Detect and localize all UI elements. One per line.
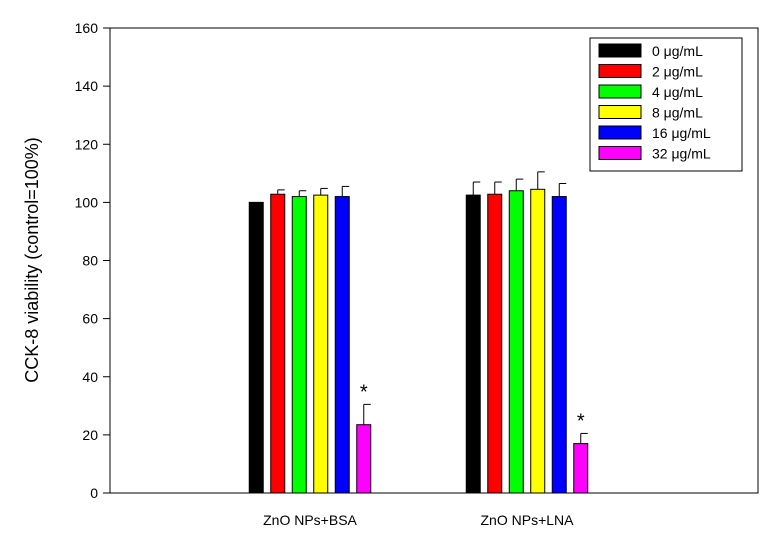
significance-asterisk: * (360, 381, 368, 403)
bar (551, 196, 567, 494)
bar (334, 196, 350, 494)
legend-label: 32 μg/mL (652, 146, 711, 162)
legend-label: 2 μg/mL (652, 64, 703, 80)
y-axis-title: CCK-8 viability (control=100%) (22, 137, 42, 383)
y-tick-label: 100 (75, 194, 99, 210)
legend-swatch (598, 43, 642, 58)
y-tick-label: 80 (82, 253, 98, 269)
y-tick-label: 60 (82, 311, 98, 327)
significance-asterisk: * (577, 410, 585, 432)
legend-label: 8 μg/mL (652, 105, 703, 121)
bar (487, 193, 503, 494)
y-tick-label: 40 (82, 369, 98, 385)
bar (291, 196, 307, 494)
bar (356, 424, 372, 494)
bar (530, 188, 546, 494)
y-tick-label: 160 (75, 20, 99, 36)
legend-swatch (598, 84, 642, 99)
legend-swatch (598, 64, 642, 78)
bar (248, 201, 264, 494)
legend-swatch (598, 146, 642, 160)
legend-label: 0 μg/mL (652, 43, 703, 59)
legend-label: 16 μg/mL (652, 125, 711, 141)
y-tick-label: 0 (90, 485, 98, 501)
bar (313, 194, 329, 494)
bar (465, 194, 481, 494)
legend-swatch (598, 105, 642, 119)
bar (270, 193, 286, 494)
bar (508, 190, 524, 494)
y-tick-label: 20 (82, 427, 98, 443)
legend-swatch (598, 125, 642, 140)
legend-label: 4 μg/mL (652, 84, 703, 100)
y-tick-label: 120 (75, 136, 99, 152)
x-category-label: ZnO NPs+BSA (263, 512, 357, 528)
x-category-label: ZnO NPs+LNA (481, 512, 575, 528)
y-tick-label: 140 (75, 78, 99, 94)
bar (573, 443, 589, 494)
